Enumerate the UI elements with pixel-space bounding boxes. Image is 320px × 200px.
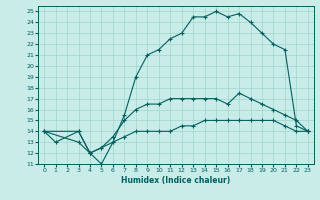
X-axis label: Humidex (Indice chaleur): Humidex (Indice chaleur) <box>121 176 231 185</box>
